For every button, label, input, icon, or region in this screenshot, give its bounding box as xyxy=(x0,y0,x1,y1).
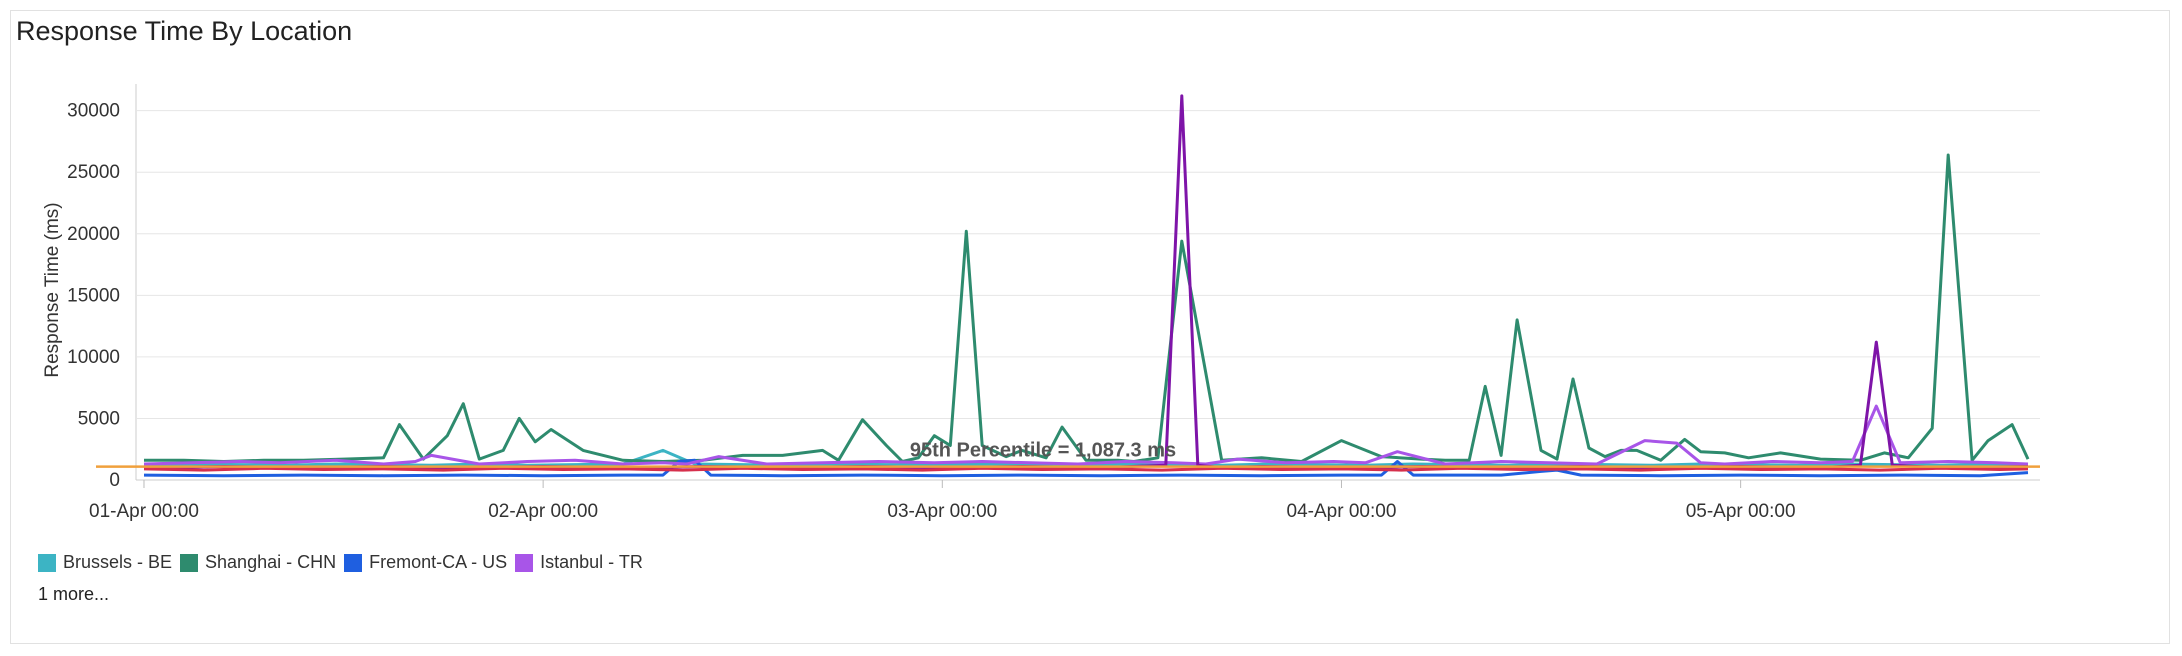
legend-item[interactable]: Fremont-CA - US xyxy=(344,552,507,573)
legend-label: Shanghai - CHN xyxy=(205,552,337,572)
series-line xyxy=(143,466,2029,472)
y-tick-label: 20000 xyxy=(67,224,120,245)
y-tick-label: 0 xyxy=(109,470,120,491)
chart-panel xyxy=(10,10,2170,644)
x-tick-label: 01-Apr 00:00 xyxy=(89,501,199,522)
x-tick-label: 04-Apr 00:00 xyxy=(1287,501,1397,522)
legend-swatch xyxy=(344,553,363,572)
x-tick-label: 02-Apr 00:00 xyxy=(488,501,598,522)
chart-title: Response Time By Location xyxy=(16,16,353,46)
x-axis-ticks: 01-Apr 00:00 02-Apr 00:00 03-Apr 00:00 04-A… xyxy=(89,480,1796,522)
legend: Brussels - BE Shanghai - CHN Fremont-CA … xyxy=(38,552,651,573)
y-tick-label: 15000 xyxy=(67,285,120,306)
series-line xyxy=(144,153,2030,463)
series-line xyxy=(143,404,2029,466)
legend-swatch xyxy=(515,553,534,572)
legend-item[interactable]: Istanbul - TR xyxy=(515,552,643,573)
y-axis-label: Response Time (ms) xyxy=(42,202,63,377)
series-line xyxy=(143,94,2029,470)
legend-more-link[interactable]: 1 more... xyxy=(38,584,110,604)
x-tick-label: 03-Apr 00:00 xyxy=(887,501,997,522)
legend-label: Brussels - BE xyxy=(63,552,173,572)
y-tick-label: 25000 xyxy=(67,162,120,183)
percentile-line: 95th Percentile = 1,087.3 ms xyxy=(96,440,2040,468)
legend-item[interactable]: Shanghai - CHN xyxy=(180,552,336,573)
series-line xyxy=(143,458,2029,478)
legend-label: Fremont-CA - US xyxy=(369,552,508,572)
percentile-label: 95th Percentile = 1,087.3 ms xyxy=(910,440,1176,462)
legend-label: Istanbul - TR xyxy=(540,552,643,572)
x-tick-label: 05-Apr 00:00 xyxy=(1686,501,1796,522)
grid-lines xyxy=(135,84,2040,481)
legend-item[interactable]: Brussels - BE xyxy=(38,552,172,573)
legend-swatch xyxy=(38,553,56,572)
y-tick-label: 10000 xyxy=(67,347,120,368)
y-tick-label: 30000 xyxy=(67,101,120,122)
y-tick-label: 5000 xyxy=(78,408,120,429)
legend-swatch xyxy=(180,553,199,572)
y-axis-ticks: 0 5000 10000 15000 20000 25000 30000 xyxy=(67,101,120,491)
